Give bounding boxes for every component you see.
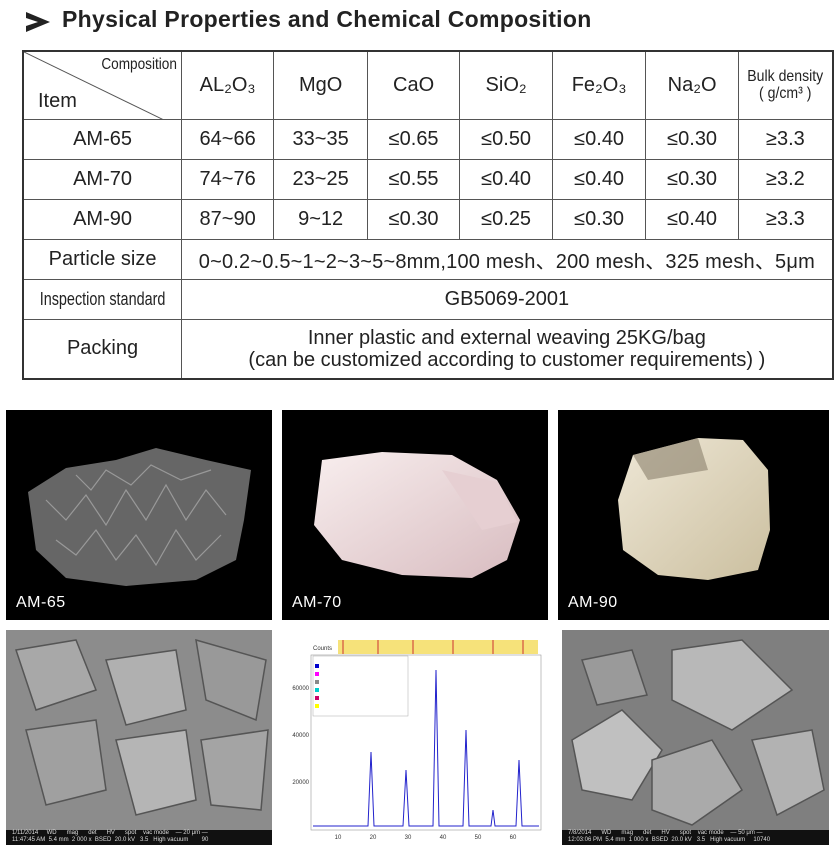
sem-texture xyxy=(571,639,825,826)
xrd-chart: Counts 60000 40000 20000 10 20 30 40 50 … xyxy=(292,640,542,841)
cell: ≤0.50 xyxy=(459,118,554,160)
table-row: AM-70 74~76 23~25 ≤0.55 ≤0.40 ≤0.40 ≤0.30 ≥3.2 xyxy=(22,158,834,200)
row-label: AM-70 xyxy=(22,158,183,200)
xrd-y-label: 20000 xyxy=(292,780,309,786)
cell: 33~35 xyxy=(273,118,369,160)
corner-cell: Composition Item xyxy=(22,50,183,120)
cell: ≤0.40 xyxy=(645,198,740,240)
inspection-label: Inspection standard xyxy=(39,288,166,309)
bulk-line1: Bulk density xyxy=(747,68,824,86)
col-header: SiO₂ xyxy=(459,50,554,120)
sem-info-line: 12:03:06 PM 5.4 mm 1 000 x BSED 20.0 kV … xyxy=(568,837,771,843)
packing-line1: Inner plastic and external weaving 25KG/… xyxy=(307,326,706,349)
xrd-x-label: 60 xyxy=(510,835,517,841)
row-label: Particle size xyxy=(22,238,183,280)
title: Physical Properties and Chemical Composi… xyxy=(62,6,592,32)
xrd-pattern: Counts 60000 40000 20000 10 20 30 40 50 … xyxy=(283,630,548,845)
cell: 64~66 xyxy=(181,118,275,160)
cell: 9~12 xyxy=(273,198,369,240)
row-label: Inspection standard xyxy=(22,278,183,320)
rock xyxy=(314,452,520,578)
cell: ≥3.3 xyxy=(738,198,834,240)
sem-image: 7/8/2014 WD mag det HV spot vac mode — 5… xyxy=(562,630,829,845)
properties-table: Composition Item AL₂O₃ MgO CaO SiO₂ Fe₂O… xyxy=(22,50,834,380)
row-label: AM-90 xyxy=(22,198,183,240)
cell: ≤0.25 xyxy=(459,198,554,240)
xrd-x-label: 50 xyxy=(475,835,482,841)
cell: ≤0.30 xyxy=(645,158,740,200)
xrd-x-label: 30 xyxy=(405,835,412,841)
corner-bottom: Item xyxy=(38,89,77,112)
packing-value: Inner plastic and external weaving 25KG/… xyxy=(181,318,834,380)
col-header: MgO xyxy=(273,50,369,120)
cell: ≤0.65 xyxy=(367,118,461,160)
col-header: Bulk density( g/cm³ ) xyxy=(738,50,834,120)
diagonal xyxy=(24,52,164,120)
rock xyxy=(28,448,251,586)
photo-am65: AM-65 xyxy=(6,410,272,620)
sample-label: AM-70 xyxy=(292,594,342,611)
cell: 74~76 xyxy=(181,158,275,200)
cell: ≥3.3 xyxy=(738,118,834,160)
cell: ≤0.30 xyxy=(367,198,461,240)
col-header: CaO xyxy=(367,50,461,120)
sem-info: 1/11/2014 WD mag det HV spot vac mode — … xyxy=(6,830,272,845)
packing-line2: (can be customized according to customer… xyxy=(248,348,766,371)
bulk-line2: ( g/cm³ ) xyxy=(759,85,812,103)
row-label: AM-65 xyxy=(22,118,183,160)
col-header: Na₂O xyxy=(645,50,740,120)
table-row: AM-90 87~90 9~12 ≤0.30 ≤0.25 ≤0.30 ≤0.40 ≥3.3 xyxy=(22,198,834,240)
cell: 87~90 xyxy=(181,198,275,240)
cell: ≤0.30 xyxy=(552,198,647,240)
inspection-value: GB5069-2001 xyxy=(181,278,834,320)
xrd-x-label: 40 xyxy=(440,835,447,841)
col-header: Fe₂O₃ xyxy=(552,50,647,120)
cell: ≤0.55 xyxy=(367,158,461,200)
photo-am90: AM-90 xyxy=(558,410,829,620)
sem-texture xyxy=(15,638,269,816)
sem-info-line: 11:47:45 AM 5.4 mm 2 000 x BSED 20.0 kV … xyxy=(12,837,209,843)
row-label: Packing xyxy=(22,318,183,380)
sem-info: 7/8/2014 WD mag det HV spot vac mode — 5… xyxy=(562,830,829,845)
sem-info-line: 1/11/2014 WD mag det HV spot vac mode — … xyxy=(12,830,208,836)
col-header: AL₂O₃ xyxy=(181,50,275,120)
rock xyxy=(618,438,770,580)
xrd-x-label: 20 xyxy=(370,835,377,841)
corner-top: Composition xyxy=(101,56,178,73)
xrd-y-title: Counts xyxy=(313,646,332,652)
photo-am70: AM-70 xyxy=(282,410,548,620)
particle-size: 0~0.2~0.5~1~2~3~5~8mm,100 mesh、200 mesh、… xyxy=(181,238,834,280)
rows: AM-65 64~66 33~35 ≤0.65 ≤0.50 ≤0.40 ≤0.30 ≥3.3 A… xyxy=(22,118,834,240)
sample-label: AM-65 xyxy=(16,594,66,611)
cell: ≤0.40 xyxy=(552,118,647,160)
table-row: AM-65 64~66 33~35 ≤0.65 ≤0.50 ≤0.40 ≤0.30 ≥3.3 xyxy=(22,118,834,160)
cell: ≤0.40 xyxy=(459,158,554,200)
cell: 23~25 xyxy=(273,158,369,200)
sem-info-line: 7/8/2014 WD mag det HV spot vac mode — 5… xyxy=(568,830,763,836)
cell: ≥3.2 xyxy=(738,158,834,200)
xrd-y-label: 60000 xyxy=(292,686,309,692)
title-icon xyxy=(26,12,50,32)
xrd-x-label: 10 xyxy=(335,835,342,841)
cell: ≤0.30 xyxy=(645,118,740,160)
xrd-y-label: 40000 xyxy=(292,733,309,739)
sem-image: 1/11/2014 WD mag det HV spot vac mode — … xyxy=(6,630,272,845)
sample-label: AM-90 xyxy=(568,594,618,611)
cell: ≤0.40 xyxy=(552,158,647,200)
